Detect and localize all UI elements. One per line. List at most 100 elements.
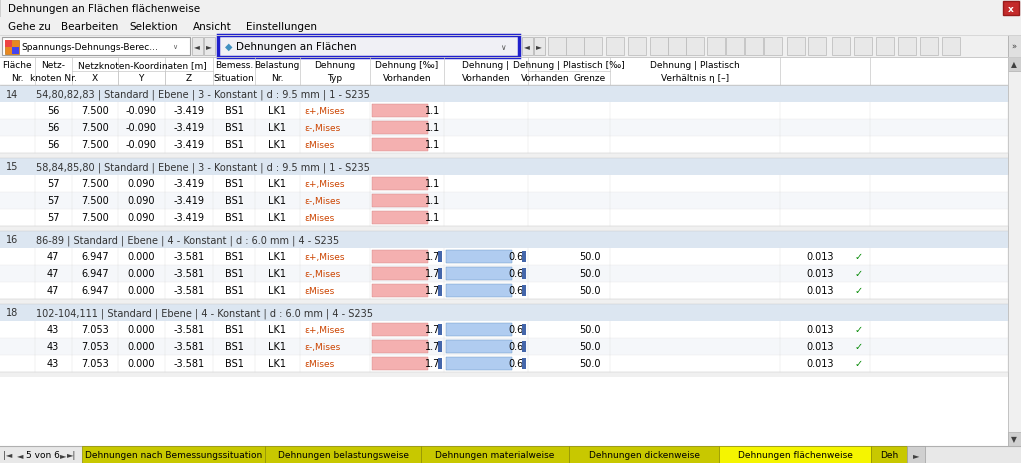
Text: 0.013: 0.013 [807,359,834,369]
Text: -3.581: -3.581 [174,269,204,279]
Bar [569,446,719,463]
Bar [372,139,428,152]
Text: 7.053: 7.053 [81,325,109,335]
Bar [372,268,428,281]
Text: Verhältnis η [–]: Verhältnis η [–] [661,74,729,82]
Bar [446,357,512,370]
Text: ◆: ◆ [225,42,233,52]
Bar [0,355,1008,372]
Text: BS1: BS1 [225,252,243,262]
Text: 1.7: 1.7 [425,325,440,335]
Bar [854,38,872,56]
Text: 6.947: 6.947 [82,252,109,262]
Text: ◄: ◄ [17,450,23,459]
Text: BS1: BS1 [225,325,243,335]
Text: Nr.: Nr. [11,74,23,82]
Text: 0.000: 0.000 [128,359,155,369]
Bar [0,300,1008,304]
Text: LK1: LK1 [268,123,286,133]
Bar [522,341,526,352]
Text: BS1: BS1 [225,196,243,206]
Bar [0,304,1008,321]
Text: 56: 56 [47,106,59,116]
Text: ►: ► [60,450,66,459]
Bar [942,38,960,56]
Text: 0.000: 0.000 [128,252,155,262]
Bar [0,249,1008,265]
Text: -3.419: -3.419 [174,140,204,150]
Text: εMises: εMises [304,141,334,150]
Text: Fläche: Fläche [2,61,32,70]
Text: 14: 14 [6,89,18,99]
Bar [446,323,512,336]
Text: Dehnungen flächenweise: Dehnungen flächenweise [737,450,853,459]
Text: Nr.: Nr. [271,74,283,82]
Bar [686,38,704,56]
Bar [534,38,545,56]
Text: -3.581: -3.581 [174,342,204,352]
Bar [0,446,1021,463]
Text: Z: Z [186,74,192,82]
Bar [726,38,744,56]
Bar [372,178,428,191]
Text: 1.7: 1.7 [425,359,440,369]
Bar [446,250,512,263]
Bar [421,446,569,463]
Bar [372,340,428,353]
Text: X: X [92,74,98,82]
Text: 50.0: 50.0 [579,325,600,335]
Bar [372,212,428,225]
Bar [0,103,1008,120]
Text: ✓: ✓ [855,269,863,279]
Bar [522,358,526,369]
Text: Dehnungen an Flächen: Dehnungen an Flächen [236,42,356,52]
Bar [832,38,850,56]
Bar [0,86,1008,103]
Text: Dehnungen an Flächen flächenweise: Dehnungen an Flächen flächenweise [8,4,200,14]
Bar [438,358,442,369]
Text: 57: 57 [47,213,59,223]
Text: εMises: εMises [304,287,334,295]
Text: BS1: BS1 [225,359,243,369]
Text: ✓: ✓ [855,359,863,369]
Bar [0,86,1008,446]
Text: 50.0: 50.0 [579,342,600,352]
Text: x: x [1008,5,1014,13]
Bar [0,18,1021,36]
Bar [0,36,1021,58]
Text: 15: 15 [6,162,18,172]
Text: 6.947: 6.947 [82,286,109,296]
Bar [0,0,1021,18]
Text: LK1: LK1 [268,179,286,189]
Bar [372,194,428,207]
Bar [787,38,805,56]
Text: LK1: LK1 [268,359,286,369]
Text: Bemess.: Bemess. [214,61,253,70]
Bar [438,251,442,263]
Bar [707,38,725,56]
Text: ε-,Mises: ε-,Mises [304,124,340,133]
Text: -0.090: -0.090 [126,106,156,116]
Text: ∨: ∨ [500,43,505,51]
Text: Dehnungen nach Bemessungssituation: Dehnungen nach Bemessungssituation [85,450,262,459]
Text: 7.500: 7.500 [81,213,109,223]
Text: ε+,Mises: ε+,Mises [304,107,344,116]
Text: -3.419: -3.419 [174,106,204,116]
Bar [446,268,512,281]
Bar [920,38,938,56]
Bar [446,284,512,297]
Text: 0.000: 0.000 [128,286,155,296]
Text: 54,80,82,83 | Standard | Ebene | 3 - Konstant | d : 9.5 mm | 1 - S235: 54,80,82,83 | Standard | Ebene | 3 - Kon… [36,89,370,100]
Text: LK1: LK1 [268,196,286,206]
Bar [1008,58,1021,72]
Text: 0.013: 0.013 [807,325,834,335]
Text: 57: 57 [47,179,59,189]
Text: 1.1: 1.1 [425,106,440,116]
Text: ◄: ◄ [194,43,200,51]
Text: 57: 57 [47,196,59,206]
Bar [192,38,203,56]
Text: BS1: BS1 [225,179,243,189]
Bar [0,232,1008,249]
Bar [372,284,428,297]
Text: 0.013: 0.013 [807,269,834,279]
